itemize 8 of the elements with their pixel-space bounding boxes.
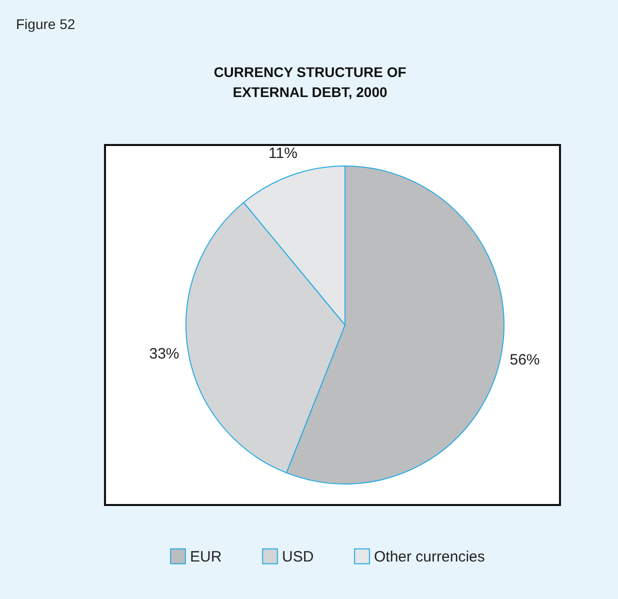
data-label: 33% (149, 346, 180, 363)
chart-title: CURRENCY STRUCTURE OF EXTERNAL DEBT, 2000 (214, 64, 407, 100)
legend-label: USD (282, 548, 314, 566)
legend-label: EUR (190, 548, 222, 566)
data-label: 56% (510, 351, 540, 368)
legend-label: Other currencies (374, 548, 485, 566)
data-label: 11% (268, 144, 298, 162)
caption: Figure 52 (16, 16, 76, 32)
